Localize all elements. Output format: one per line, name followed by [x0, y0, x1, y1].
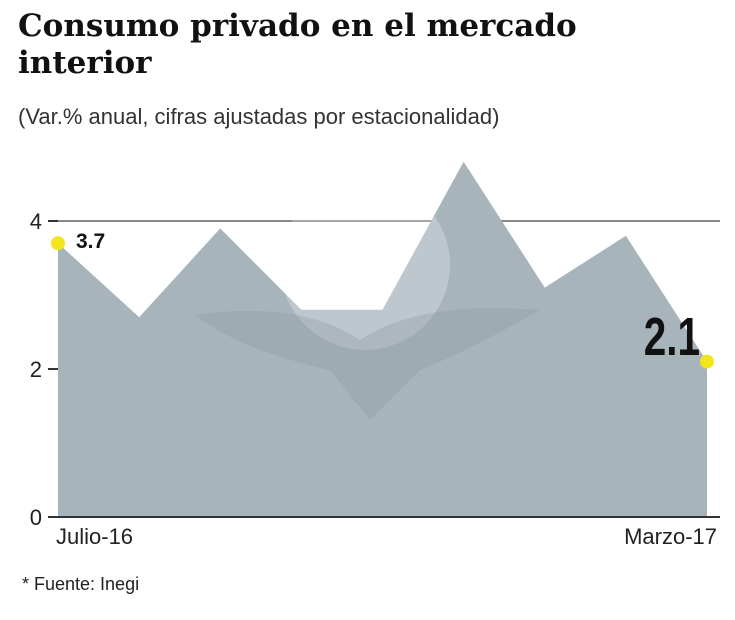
chart-subtitle: (Var.% anual, cifras ajustadas por estac… [18, 104, 500, 129]
y-tick-label: 4 [30, 209, 42, 234]
y-tick-label: 2 [30, 357, 42, 382]
watermark-eagle [195, 308, 540, 420]
x-tick-label: Marzo-17 [624, 524, 717, 549]
data-label-last: 2.1 [644, 307, 700, 367]
data-label-first: 3.7 [76, 230, 105, 253]
highlight-point-last [700, 354, 714, 369]
x-tick-label: Julio-16 [56, 524, 133, 549]
area-series [58, 161, 707, 518]
chart-title: Consumo privado en el mercado interior [18, 8, 577, 81]
y-tick-label: 0 [30, 505, 42, 530]
highlight-point-first [51, 236, 65, 251]
watermark-globe [280, 180, 450, 350]
source-note: * Fuente: Inegi [22, 574, 140, 594]
